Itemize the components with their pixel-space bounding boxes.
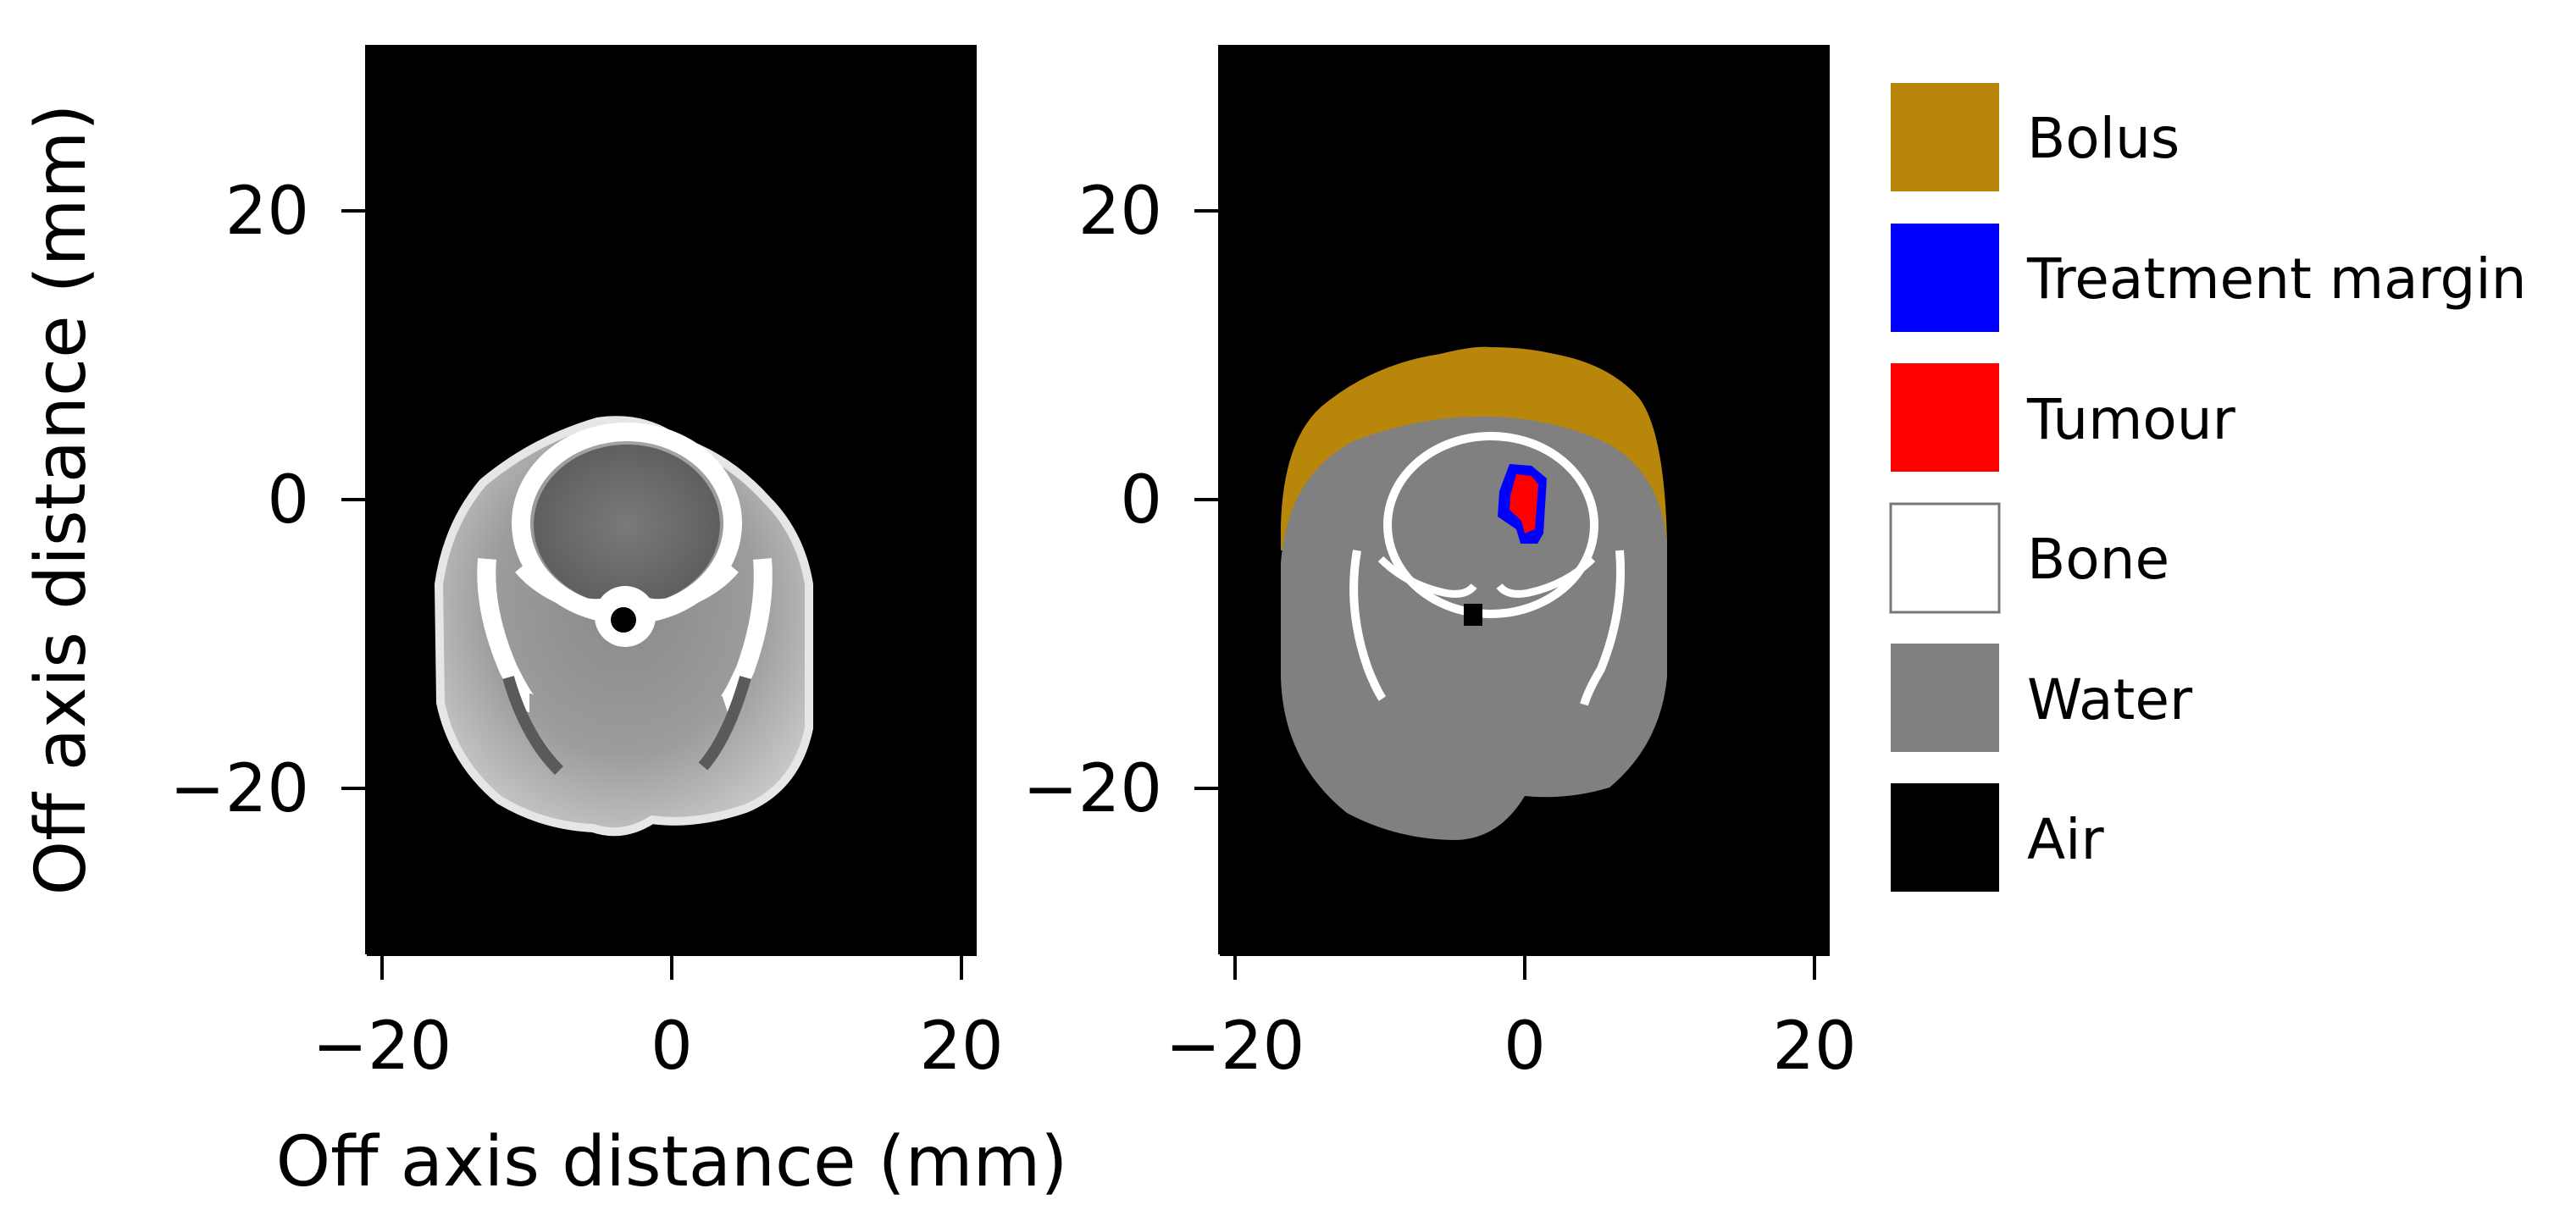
right-x-tick-label-20: 20 [1772, 1009, 1856, 1085]
legend-swatch-treatment-margin [1891, 224, 1999, 332]
left-tick-labels: 20 0 −20 −20 0 20 [169, 174, 1003, 1085]
legend-item-air: Air [1891, 783, 2104, 892]
bone-right-arc [1580, 550, 1626, 706]
legend-item-bone: Bone [1889, 502, 2169, 614]
legend-item-treatment-margin: Treatment margin [1891, 224, 2527, 332]
x-axis-title: Off axis distance (mm) [276, 1122, 1068, 1202]
legend-label-tumour: Tumour [2026, 387, 2236, 452]
left-x-tick-label-minus20: −20 [313, 1009, 452, 1085]
ct-canal [611, 607, 636, 633]
bone-skull [1383, 432, 1598, 618]
legend-item-bolus: Bolus [1891, 83, 2180, 191]
left-x-tick-label-0: 0 [651, 1009, 693, 1085]
tumour-region [1510, 474, 1538, 533]
legend: Bolus Treatment margin Tumour Bone Water… [1889, 83, 2527, 892]
legend-swatch-bone [1889, 502, 2001, 614]
right-y-tick-label-0: 0 [1120, 462, 1162, 539]
left-y-tick-label-20: 20 [225, 174, 309, 250]
legend-swatch-tumour [1891, 363, 1999, 472]
y-axis-title: Off axis distance (mm) [21, 104, 102, 896]
right-x-tick-label-minus20: −20 [1166, 1009, 1305, 1085]
ct-brain [534, 445, 720, 605]
ct-image-panel [367, 45, 977, 954]
right-y-tick-label-minus20: −20 [1022, 751, 1162, 827]
bone-left-brace [1377, 555, 1477, 598]
legend-item-tumour: Tumour [1891, 363, 2236, 472]
ct-bone-left-arc [477, 558, 535, 712]
material-map-content [1281, 346, 1667, 840]
left-axes [341, 45, 977, 980]
right-y-tick-label-20: 20 [1078, 174, 1162, 250]
legend-label-bolus: Bolus [2027, 106, 2180, 171]
left-x-tick-label-20: 20 [919, 1009, 1003, 1085]
bone-right-brace [1496, 555, 1596, 598]
legend-label-treatment-margin: Treatment margin [2026, 246, 2527, 312]
ct-image-content [434, 416, 813, 837]
air-canal [1464, 604, 1482, 626]
legend-swatch-air [1891, 783, 1999, 892]
left-y-tick-label-minus20: −20 [169, 751, 309, 827]
ct-tissue-dark-left [502, 676, 563, 775]
right-axes [1194, 45, 1830, 980]
material-map-panel [1220, 45, 1830, 954]
ct-tissue-dark-right [698, 676, 751, 771]
right-x-tick-label-0: 0 [1504, 1009, 1546, 1085]
legend-label-bone: Bone [2027, 527, 2169, 592]
legend-label-air: Air [2027, 807, 2104, 872]
legend-swatch-bolus [1891, 83, 1999, 191]
left-y-tick-label-0: 0 [267, 462, 309, 539]
water-region [1281, 416, 1667, 840]
right-tick-labels: 20 0 −20 −20 0 20 [1022, 174, 1856, 1085]
legend-label-water: Water [2027, 667, 2193, 732]
legend-swatch-water [1891, 644, 1999, 752]
legend-item-water: Water [1891, 644, 2193, 752]
bone-left-arc [1349, 550, 1387, 701]
ct-bone-right-arc [719, 558, 773, 714]
